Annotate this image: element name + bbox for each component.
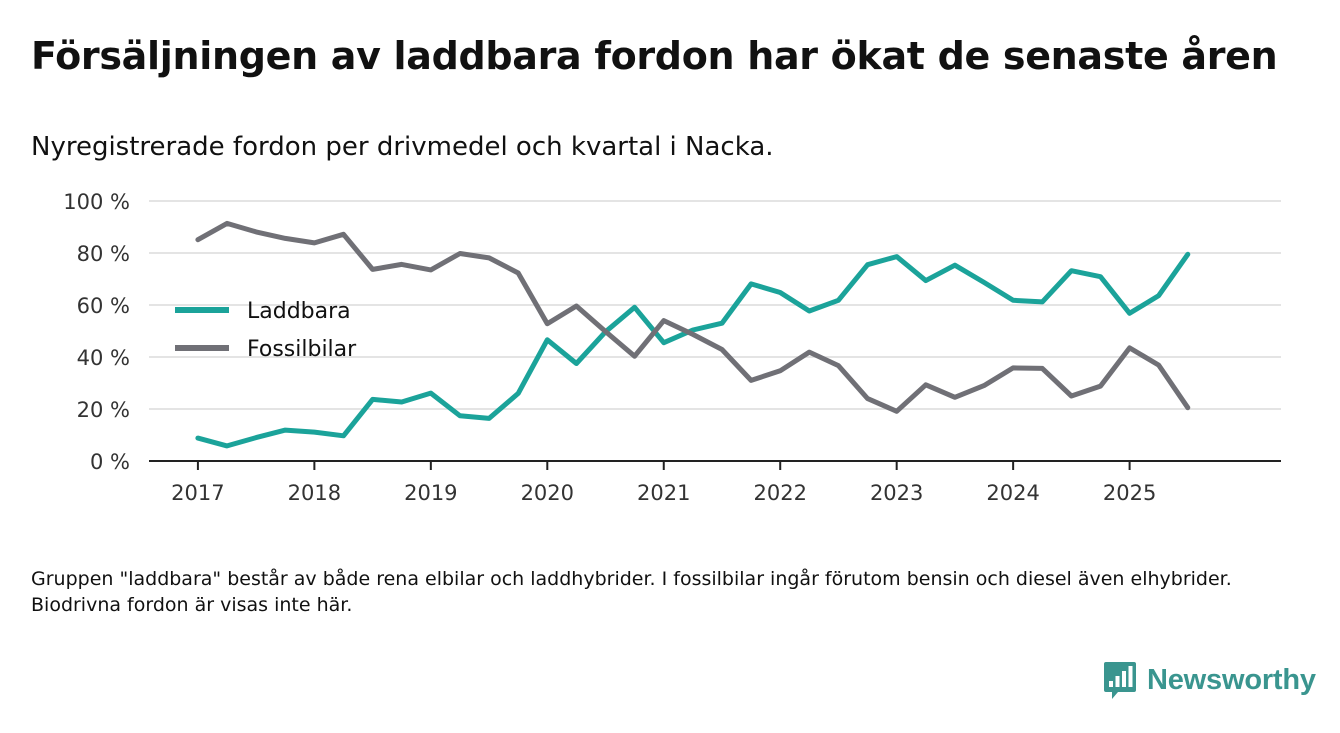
x-tick-label: 2020: [521, 481, 574, 505]
brand-name: Newsworthy: [1147, 663, 1316, 696]
bar-chart-speech-icon: [1104, 662, 1136, 699]
x-tick-label: 2024: [986, 481, 1039, 505]
legend-label: Fossilbilar: [247, 337, 357, 362]
legend: Laddbara Fossilbilar: [175, 299, 357, 362]
y-tick-label: 60 %: [77, 294, 130, 318]
y-tick-label: 100 %: [63, 190, 130, 214]
x-tick-label: 2017: [171, 481, 224, 505]
chart-subtitle: Nyregistrerade fordon per drivmedel och …: [31, 132, 774, 162]
line-chart: 0 % 20 % 40 % 60 % 80 % 100 % 2017 2018 2019 202…: [63, 190, 1281, 505]
x-tick-label: 2019: [404, 481, 457, 505]
brand-logo[interactable]: Newsworthy: [1103, 660, 1316, 700]
footnote: Gruppen "laddbara" består av både rena e…: [31, 568, 1232, 616]
chart-title: Försäljningen av laddbara fordon har öka…: [31, 34, 1278, 78]
series-line-fossilbilar: [195, 220, 1191, 414]
series-lines: [195, 220, 1191, 449]
legend-label: Laddbara: [247, 299, 351, 324]
y-tick-label: 20 %: [77, 398, 130, 422]
x-tick-label: 2023: [870, 481, 923, 505]
y-tick-label: 0 %: [90, 450, 130, 474]
x-tick-label: 2022: [753, 481, 806, 505]
x-tick-label: 2025: [1103, 481, 1156, 505]
x-tick-label: 2021: [637, 481, 690, 505]
y-tick-label: 40 %: [77, 346, 130, 370]
x-axis-ticks: 2017 2018 2019 2020 2021 2022 2023 2024 2025: [171, 461, 1156, 505]
x-tick-label: 2018: [288, 481, 341, 505]
grid-lines: [149, 200, 1281, 410]
y-tick-label: 80 %: [77, 242, 130, 266]
y-axis-ticks: 0 % 20 % 40 % 60 % 80 % 100 %: [63, 190, 130, 474]
series-line-laddbara: [195, 251, 1191, 449]
